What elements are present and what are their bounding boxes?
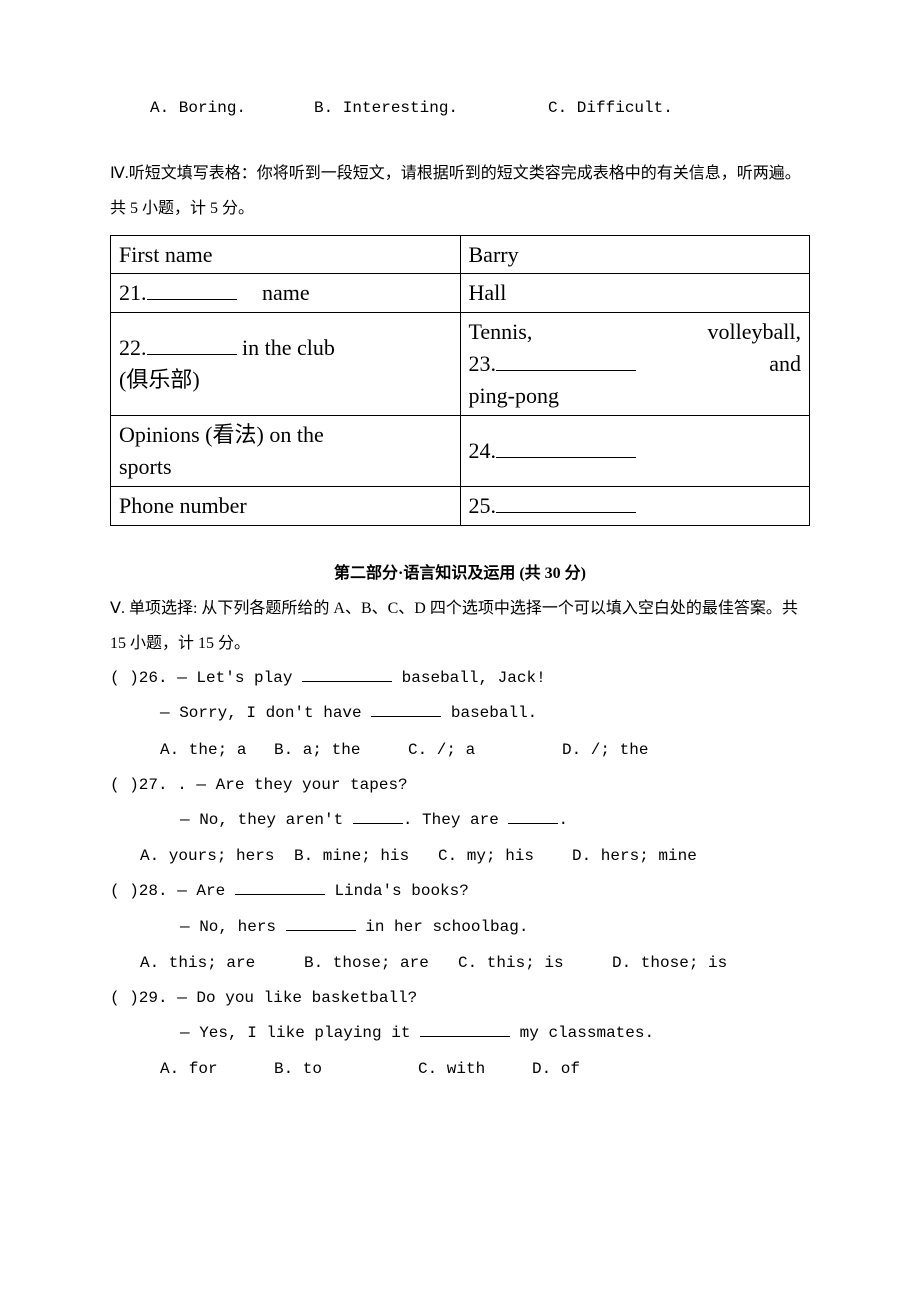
blank-21[interactable] xyxy=(147,280,237,301)
q29-b: B. to xyxy=(274,1052,414,1087)
blank-22[interactable] xyxy=(147,334,237,355)
cell-21-right: Hall xyxy=(460,274,810,313)
fill-table: First name Barry 21. name Hall 22. in th… xyxy=(110,235,810,526)
q28-stem-tail: Linda's books? xyxy=(334,882,468,900)
cell-22-r-last: ping-pong xyxy=(469,383,559,408)
q28-line2: — No, hers in her schoolbag. xyxy=(110,910,810,945)
table-row: 21. name Hall xyxy=(111,274,810,313)
section-iv-heading: Ⅳ.听短文填写表格：你将听到一段短文，请根据听到的短文类容完成表格中的有关信息，… xyxy=(110,156,810,226)
q27-l2-post: . xyxy=(558,811,568,829)
section-v-heading: Ⅴ. 单项选择: 从下列各题所给的 A、B、C、D 四个选项中选择一个可以填入空… xyxy=(110,591,810,661)
q29-l2-post: my classmates. xyxy=(520,1024,654,1042)
blank-23[interactable] xyxy=(496,350,636,371)
q26-d: D. /; the xyxy=(562,733,648,768)
q26-stem-tail: baseball, Jack! xyxy=(402,669,546,687)
q29-options: A. for B. to C. with D. of xyxy=(110,1051,810,1087)
cell-opinions-left: Opinions (看法) on the sports xyxy=(111,416,461,487)
q27-blank2[interactable] xyxy=(508,809,558,824)
q29-c: C. with xyxy=(418,1052,528,1087)
q29-l2-pre: — Yes, I like playing it xyxy=(180,1024,410,1042)
q27-blank1[interactable] xyxy=(353,809,403,824)
q28-blank1[interactable] xyxy=(235,880,325,895)
cell-phone-left: Phone number xyxy=(111,486,461,525)
table-row: Phone number 25. xyxy=(111,486,810,525)
cell-21-left: 21. name xyxy=(111,274,461,313)
cell-22-r-post: and xyxy=(769,348,801,380)
cell-22-after: in the club xyxy=(242,335,335,360)
q28-line1: ( )28. — Are Linda's books? xyxy=(110,874,810,909)
q27-c: C. my; his xyxy=(438,839,568,874)
q27-l2-pre: — No, they aren't xyxy=(180,811,343,829)
cell-firstname-value: Barry xyxy=(460,235,810,274)
q26-stem: ( )26. — Let's play xyxy=(110,669,292,687)
cell-22-right: Tennis, volleyball, 23. and ping-pong xyxy=(460,313,810,416)
q26-c: C. /; a xyxy=(408,733,558,768)
table-row: 22. in the club (俱乐部) Tennis, volleyball… xyxy=(111,313,810,416)
q29-blank[interactable] xyxy=(420,1022,510,1037)
q27-d: D. hers; mine xyxy=(572,839,697,874)
cell-24-right: 24. xyxy=(460,416,810,487)
blank-24[interactable] xyxy=(496,437,636,458)
q28-d: D. those; is xyxy=(612,946,727,981)
q28-a: A. this; are xyxy=(140,946,300,981)
q27-line1: ( )27. . — Are they your tapes? xyxy=(110,768,810,803)
q26-options: A. the; a B. a; the C. /; a D. /; the xyxy=(110,732,810,768)
cell-22-paren: (俱乐部) xyxy=(119,367,200,392)
q29-d: D. of xyxy=(532,1052,580,1087)
prev-question-options: A. Boring. B. Interesting. C. Difficult. xyxy=(110,90,810,126)
table-row: First name Barry xyxy=(111,235,810,274)
q28-l2-post: in her schoolbag. xyxy=(365,918,528,936)
q27-a: A. yours; hers xyxy=(140,839,290,874)
q27-l2-mid: . They are xyxy=(403,811,499,829)
opt-a: A. Boring. xyxy=(150,91,280,126)
q26-l2-post: baseball. xyxy=(451,704,537,722)
cell-22-r-mid: volleyball, xyxy=(708,316,801,348)
opt-b: B. Interesting. xyxy=(314,91,514,126)
cell-22-r-pre: Tennis, xyxy=(469,316,533,348)
q29-line1: ( )29. — Do you like basketball? xyxy=(110,981,810,1016)
q26-b: B. a; the xyxy=(274,733,404,768)
cell-24-num: 24. xyxy=(469,438,497,463)
q26-line2: — Sorry, I don't have baseball. xyxy=(110,696,810,731)
cell-25-right: 25. xyxy=(460,486,810,525)
q26-l2-pre: — Sorry, I don't have xyxy=(160,704,362,722)
cell-23-num: 23. xyxy=(469,351,497,376)
q29-a: A. for xyxy=(160,1052,270,1087)
q26-line1: ( )26. — Let's play baseball, Jack! xyxy=(110,661,810,696)
part2-title: 第二部分·语言知识及运用 (共 30 分) xyxy=(110,556,810,591)
q28-b: B. those; are xyxy=(304,946,454,981)
cell-op-2: sports xyxy=(119,454,172,479)
cell-21-num: 21. xyxy=(119,280,147,305)
table-row: Opinions (看法) on the sports 24. xyxy=(111,416,810,487)
opt-c: C. Difficult. xyxy=(548,91,673,126)
listening-table: First name Barry 21. name Hall 22. in th… xyxy=(110,235,810,526)
cell-25-num: 25. xyxy=(469,493,497,518)
q28-blank2[interactable] xyxy=(286,915,356,930)
q28-c: C. this; is xyxy=(458,946,608,981)
q27-options: A. yours; hers B. mine; his C. my; his D… xyxy=(110,838,810,874)
cell-firstname-label: First name xyxy=(111,235,461,274)
cell-21-after: name xyxy=(262,280,310,305)
cell-22-left: 22. in the club (俱乐部) xyxy=(111,313,461,416)
q29-line2: — Yes, I like playing it my classmates. xyxy=(110,1016,810,1051)
q27-line2: — No, they aren't . They are . xyxy=(110,803,810,838)
q28-stem: ( )28. — Are xyxy=(110,882,225,900)
q26-blank2[interactable] xyxy=(371,702,441,717)
q28-l2-pre: — No, hers xyxy=(180,918,276,936)
cell-22-num: 22. xyxy=(119,335,147,360)
cell-op-1: Opinions (看法) on the xyxy=(119,422,324,447)
q26-blank1[interactable] xyxy=(302,667,392,682)
q26-a: A. the; a xyxy=(160,733,270,768)
blank-25[interactable] xyxy=(496,492,636,513)
q28-options: A. this; are B. those; are C. this; is D… xyxy=(110,945,810,981)
q27-b: B. mine; his xyxy=(294,839,434,874)
